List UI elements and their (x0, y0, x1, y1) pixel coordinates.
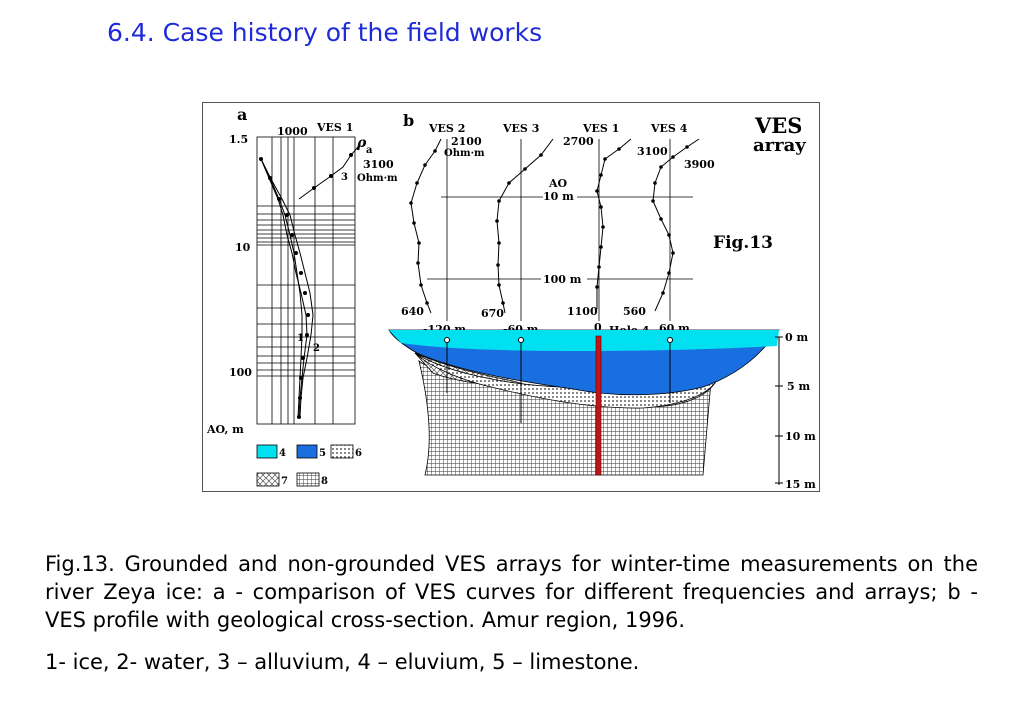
ves-4-bottom-value: 560 (623, 305, 646, 318)
electrodes (444, 337, 673, 343)
ves-4-top-value: 3900 (684, 158, 715, 171)
curve-1-label: 1 (297, 333, 304, 344)
ves-2-title: VES 2 (428, 122, 465, 135)
legend-label-8: 8 (321, 476, 328, 487)
electrode-lines (446, 339, 671, 423)
ves-4-title: VES 4 (650, 122, 688, 135)
ao-10m-label: 10 m (543, 190, 574, 203)
panel-b-points (409, 145, 689, 305)
ves-3-top-value: 2700 (563, 135, 594, 148)
depth-0m: 0 m (785, 331, 808, 344)
hole-4 (595, 335, 602, 476)
legend-swatch-8 (296, 472, 320, 487)
panel-a-curves (260, 146, 359, 418)
legend-swatch-6 (330, 444, 354, 459)
rho-subscript: a (366, 145, 373, 156)
curve-3-label: 3 (341, 172, 348, 183)
rho-symbol: ρ (356, 135, 367, 151)
layer-legend-text: 1- ice, 2- water, 3 – alluvium, 4 – eluv… (45, 650, 640, 674)
ves-2-top-value: 2100 (451, 135, 482, 148)
ves-2-top-unit: Ohm·m (444, 148, 485, 159)
figure-13: a VES 1 1000 ρ a 3100 Ohm·m 3 1.5 10 100… (202, 102, 820, 492)
ves-2-bottom-value: 640 (401, 305, 424, 318)
ice-layer (389, 330, 779, 351)
depth-5m: 5 m (787, 380, 810, 393)
legend-swatch-7 (256, 472, 280, 487)
depth-10m: 10 m (785, 430, 816, 443)
legend: 4 5 6 7 8 (256, 444, 362, 487)
cross-section (388, 329, 780, 476)
legend-label-7: 7 (281, 476, 288, 487)
panel-a-grid (256, 136, 356, 425)
axis-label-ao: AO, m (206, 423, 244, 436)
panel-b-label: b (403, 111, 414, 130)
panel-a: a VES 1 1000 ρ a 3100 Ohm·m 3 1.5 10 100… (206, 105, 398, 487)
legend-label-4: 4 (279, 448, 286, 459)
ao-label: AO (548, 177, 568, 190)
panel-a-end-value: 3100 (363, 158, 394, 171)
ves-3-title: VES 3 (502, 122, 539, 135)
panel-a-label: a (237, 105, 247, 124)
ves-1-top-value: 3100 (637, 145, 668, 158)
ves-array-title-line2: array (753, 135, 806, 156)
panel-b-curves (410, 138, 700, 314)
ao-100m-label: 100 m (543, 273, 582, 286)
legend-label-6: 6 (355, 448, 362, 459)
ves-3-bottom-value: 670 (481, 307, 504, 320)
ves-1-bottom-value: 1100 (567, 305, 598, 318)
panel-a-top-value: 1000 (277, 125, 308, 138)
axis-tick-100: 100 (229, 366, 252, 379)
ves-sounding-lines (427, 139, 693, 321)
legend-label-5: 5 (319, 448, 326, 459)
curve-2-label: 2 (313, 343, 320, 354)
axis-tick-1.5: 1.5 (229, 133, 248, 146)
slide-title: 6.4. Case history of the field works (107, 18, 543, 47)
legend-swatch-5 (296, 444, 318, 459)
fig-label: Fig.13 (713, 233, 773, 253)
ves-array-title-line1: VES (754, 113, 802, 138)
panel-a-points (259, 153, 353, 419)
legend-swatch-4 (256, 444, 278, 459)
panel-a-curve-title: VES 1 (316, 121, 353, 134)
figure-caption: Fig.13. Grounded and non-grounded VES ar… (45, 552, 978, 632)
depth-15m: 15 m (785, 478, 816, 491)
position-0: 0 (594, 321, 602, 334)
axis-tick-10: 10 (235, 241, 251, 254)
ves-1-title: VES 1 (582, 122, 619, 135)
depth-scale (775, 336, 783, 485)
panel-b: b VES 2 VES 3 VES 1 VES 4 2100 Ohm·m 270… (388, 111, 816, 491)
panel-a-end-unit: Ohm·m (357, 173, 398, 184)
